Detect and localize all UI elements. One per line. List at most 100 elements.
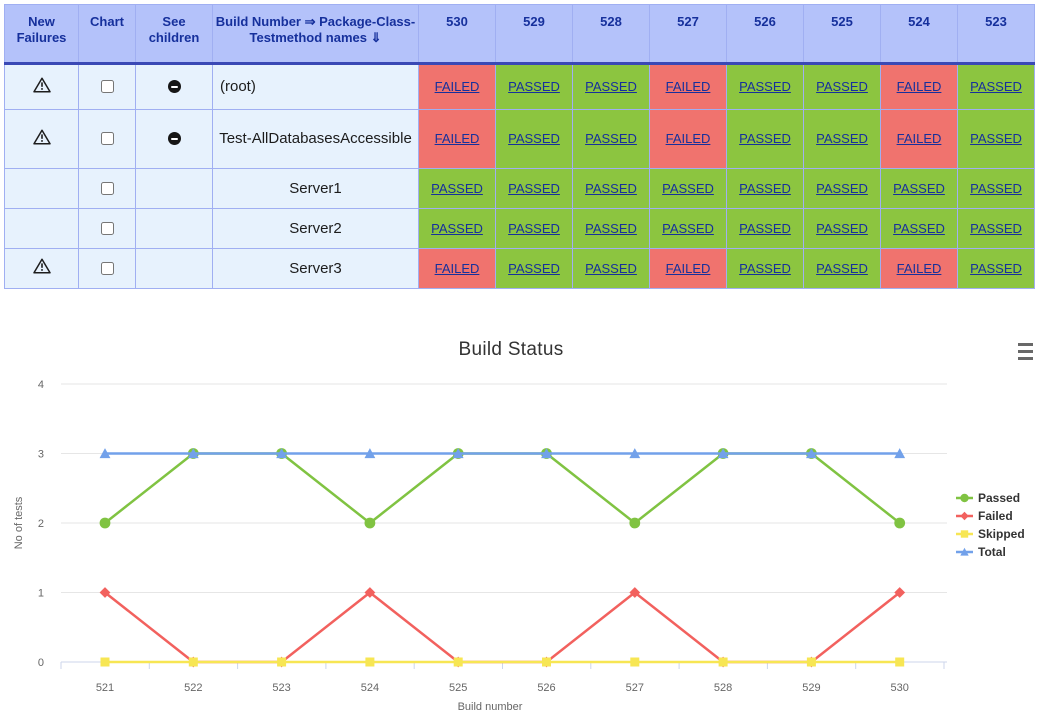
x-axis-tick-label: 523 bbox=[272, 682, 290, 694]
chart-title: Build Status bbox=[458, 339, 564, 360]
see-children-cell bbox=[135, 168, 213, 209]
chart-checkbox[interactable] bbox=[100, 221, 114, 235]
data-point-marker bbox=[718, 657, 728, 667]
build-result-link[interactable]: PASSED bbox=[970, 260, 1022, 276]
build-results-table: New Failures Chart See children Build Nu… bbox=[4, 4, 1035, 289]
test-name-cell: (root) bbox=[212, 63, 419, 110]
build-result-link[interactable]: PASSED bbox=[585, 131, 637, 146]
build-result-link[interactable]: FAILED bbox=[896, 131, 942, 146]
series-passed bbox=[99, 448, 906, 529]
y-axis-title: No of tests bbox=[13, 496, 25, 549]
data-point-marker bbox=[717, 448, 729, 459]
build-result-link[interactable]: PASSED bbox=[662, 180, 714, 196]
see-children-cell bbox=[135, 63, 213, 110]
build-status-chart: Build Status 0 1 2 3 4 No of tests 521 522 523 52… bbox=[0, 330, 1040, 721]
y-axis-tick-label: 0 bbox=[38, 657, 44, 669]
legend-item-skipped[interactable]: Skipped bbox=[956, 527, 1025, 541]
build-result-link[interactable]: PASSED bbox=[816, 260, 868, 276]
new-failures-cell bbox=[4, 208, 79, 249]
hamburger-menu-icon[interactable] bbox=[1014, 343, 1033, 360]
build-result-cell: PASSED bbox=[649, 168, 727, 209]
build-result-link[interactable]: PASSED bbox=[970, 131, 1022, 146]
chart-checkbox[interactable] bbox=[100, 80, 114, 94]
table-row: Server2 PASSED PASSED PASSED PASSED PASSED PAS… bbox=[4, 208, 1035, 249]
build-result-link[interactable]: PASSED bbox=[739, 131, 791, 146]
data-point-marker bbox=[806, 448, 817, 459]
build-result-link[interactable]: PASSED bbox=[893, 180, 945, 196]
build-result-link[interactable]: PASSED bbox=[508, 260, 560, 276]
table-row: Server1 PASSED PASSED PASSED PASSED PASSED PAS… bbox=[4, 168, 1035, 209]
build-result-link[interactable]: PASSED bbox=[970, 220, 1022, 236]
data-point-marker bbox=[629, 587, 641, 598]
build-result-cell: PASSED bbox=[572, 63, 650, 110]
build-result-link[interactable]: PASSED bbox=[508, 131, 560, 146]
data-point-marker bbox=[99, 587, 111, 598]
build-result-link[interactable]: PASSED bbox=[739, 79, 791, 94]
build-result-cell: PASSED bbox=[957, 63, 1035, 110]
series-total bbox=[99, 448, 906, 459]
build-result-link[interactable]: PASSED bbox=[585, 79, 637, 94]
collapse-children-icon[interactable] bbox=[167, 132, 181, 146]
build-result-link[interactable]: PASSED bbox=[431, 180, 483, 196]
build-result-link[interactable]: PASSED bbox=[816, 131, 868, 146]
build-result-link[interactable]: PASSED bbox=[739, 260, 791, 276]
data-point-marker bbox=[453, 657, 463, 667]
legend-item-total[interactable]: Total bbox=[956, 545, 1006, 559]
data-point-marker bbox=[960, 547, 969, 556]
data-point-marker bbox=[960, 511, 969, 521]
data-point-marker bbox=[100, 657, 110, 667]
legend-item-passed[interactable]: Passed bbox=[956, 491, 1020, 505]
build-result-link[interactable]: PASSED bbox=[585, 260, 637, 276]
build-result-link[interactable]: PASSED bbox=[970, 180, 1022, 196]
chart-checkbox[interactable] bbox=[100, 181, 114, 195]
build-result-link[interactable]: PASSED bbox=[893, 220, 945, 236]
chart-checkbox-cell bbox=[78, 168, 136, 209]
data-point-marker bbox=[630, 657, 640, 667]
build-result-link[interactable]: PASSED bbox=[585, 180, 637, 196]
collapse-children-icon[interactable] bbox=[167, 80, 181, 94]
build-result-cell: PASSED bbox=[803, 63, 881, 110]
build-result-link[interactable]: FAILED bbox=[665, 131, 711, 146]
build-result-link[interactable]: PASSED bbox=[816, 180, 868, 196]
series-failed bbox=[99, 587, 906, 668]
col-header-build-529: 529 bbox=[495, 4, 573, 65]
chart-checkbox[interactable] bbox=[100, 132, 114, 146]
build-result-link[interactable]: FAILED bbox=[434, 260, 480, 276]
data-point-marker bbox=[452, 448, 464, 459]
col-header-chart: Chart bbox=[78, 4, 136, 65]
build-result-link[interactable]: FAILED bbox=[896, 79, 942, 94]
build-result-link[interactable]: PASSED bbox=[816, 79, 868, 94]
legend-label: Passed bbox=[978, 491, 1020, 505]
y-axis-tick-label: 4 bbox=[38, 379, 44, 391]
build-result-link[interactable]: FAILED bbox=[896, 260, 942, 276]
build-result-link[interactable]: PASSED bbox=[816, 220, 868, 236]
build-result-link[interactable]: PASSED bbox=[508, 79, 560, 94]
y-axis-tick-label: 3 bbox=[38, 449, 44, 461]
build-result-link[interactable]: PASSED bbox=[739, 220, 791, 236]
build-result-link[interactable]: PASSED bbox=[970, 79, 1022, 94]
build-result-link[interactable]: PASSED bbox=[431, 220, 483, 236]
warning-triangle-icon bbox=[32, 129, 51, 144]
build-result-link[interactable]: FAILED bbox=[434, 131, 480, 146]
build-result-cell: PASSED bbox=[726, 208, 804, 249]
data-point-marker bbox=[894, 587, 906, 598]
build-result-link[interactable]: PASSED bbox=[739, 180, 791, 196]
build-result-link[interactable]: PASSED bbox=[662, 220, 714, 236]
legend-item-failed[interactable]: Failed bbox=[956, 509, 1013, 523]
col-header-see-children: See children bbox=[135, 4, 213, 65]
col-header-build-523: 523 bbox=[957, 4, 1035, 65]
build-result-link[interactable]: PASSED bbox=[508, 180, 560, 196]
build-result-link[interactable]: PASSED bbox=[585, 220, 637, 236]
chart-checkbox[interactable] bbox=[100, 261, 114, 275]
see-children-cell bbox=[135, 248, 213, 289]
build-result-link[interactable]: FAILED bbox=[665, 79, 711, 94]
build-result-link[interactable]: PASSED bbox=[508, 220, 560, 236]
table-row: Test-AllDatabasesAccessible FAILED PASSED P… bbox=[4, 109, 1035, 169]
build-result-cell: PASSED bbox=[880, 208, 958, 249]
build-result-cell: FAILED bbox=[649, 63, 727, 110]
x-axis-tick-label: 525 bbox=[449, 682, 467, 694]
build-result-link[interactable]: FAILED bbox=[665, 260, 711, 276]
build-result-cell: PASSED bbox=[957, 248, 1035, 289]
build-result-link[interactable]: FAILED bbox=[434, 79, 480, 94]
build-result-cell: PASSED bbox=[495, 208, 573, 249]
